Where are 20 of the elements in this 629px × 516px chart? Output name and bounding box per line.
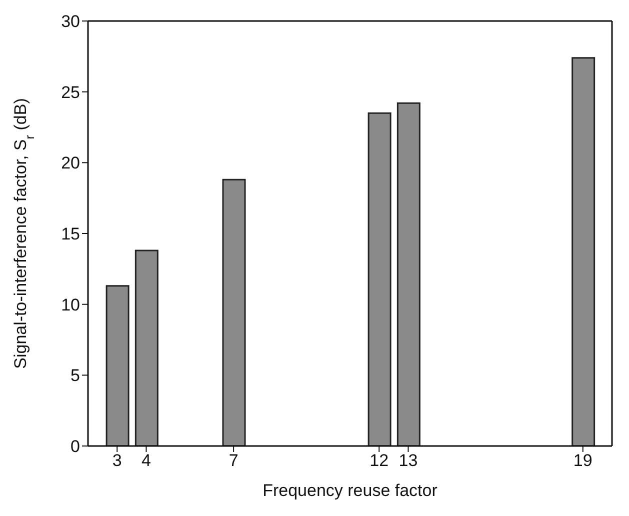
bar xyxy=(222,178,246,446)
bar xyxy=(396,102,420,446)
y-tick-label: 5 xyxy=(70,366,80,386)
y-tick-label: 25 xyxy=(61,82,80,102)
x-tick-label: 4 xyxy=(141,451,151,470)
bar xyxy=(368,112,392,446)
x-tick-label: 3 xyxy=(112,451,122,470)
x-tick-label: 13 xyxy=(398,451,418,470)
x-axis-title: Frequency reuse factor xyxy=(262,481,438,500)
bar xyxy=(572,57,596,446)
x-tick-label: 12 xyxy=(370,451,389,470)
y-tick-label: 30 xyxy=(61,12,80,32)
x-tick-label: 7 xyxy=(228,451,238,470)
y-tick-label: 15 xyxy=(61,224,80,244)
x-tick-label: 19 xyxy=(573,451,592,470)
bar xyxy=(134,250,158,446)
y-tick-label: 10 xyxy=(61,295,80,314)
y-tick-label: 0 xyxy=(70,437,80,456)
bar xyxy=(106,285,130,446)
y-tick-label: 20 xyxy=(61,154,80,173)
